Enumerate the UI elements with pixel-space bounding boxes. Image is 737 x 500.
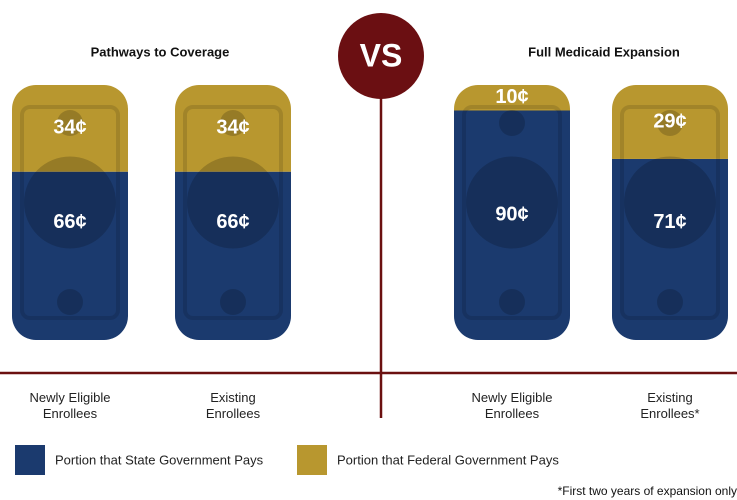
- group-title: Full Medicaid Expansion: [528, 44, 680, 59]
- legend-label: Portion that State Government Pays: [55, 452, 264, 467]
- legend-swatch: [297, 445, 327, 475]
- bill-ornament: [57, 289, 83, 315]
- bill-ornament: [499, 110, 525, 136]
- value-label: 34¢: [216, 117, 249, 139]
- bill-ornament: [657, 289, 683, 315]
- bill-ornament: [24, 157, 116, 249]
- value-label: 66¢: [216, 211, 249, 233]
- legend-label: Portion that Federal Government Pays: [337, 452, 559, 467]
- bill-ornament: [466, 157, 558, 249]
- x-tick-label: Existing Enrollees*: [620, 390, 720, 422]
- value-label: 71¢: [653, 211, 686, 233]
- legend-swatch: [15, 445, 45, 475]
- chart: VS Pathways to Coverage Full Medicaid Ex…: [0, 0, 737, 500]
- bill-ornament: [499, 289, 525, 315]
- bill-ornament: [187, 157, 279, 249]
- value-label: 10¢: [495, 86, 528, 108]
- vs-label: VS: [360, 37, 403, 73]
- bill-ornament: [624, 157, 716, 249]
- group-title: Pathways to Coverage: [91, 44, 230, 59]
- value-label: 34¢: [53, 117, 86, 139]
- x-tick-label: Newly Eligible Enrollees: [20, 390, 120, 422]
- bill-ornament: [220, 289, 246, 315]
- value-label: 66¢: [53, 211, 86, 233]
- x-tick-label: Newly Eligible Enrollees: [462, 390, 562, 422]
- page: VS Pathways to Coverage Full Medicaid Ex…: [0, 0, 737, 500]
- x-tick-label: Existing Enrollees: [183, 390, 283, 422]
- footnote: *First two years of expansion only: [558, 484, 737, 498]
- value-label: 90¢: [495, 204, 528, 226]
- value-label: 29¢: [653, 110, 686, 132]
